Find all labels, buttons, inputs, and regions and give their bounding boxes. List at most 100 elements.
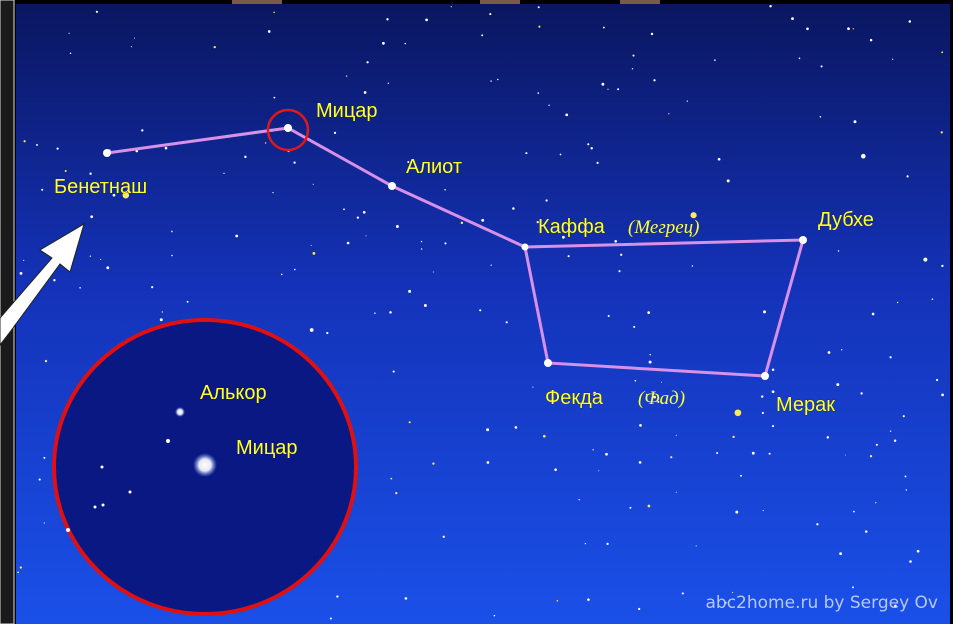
star (836, 383, 839, 386)
star-label: Фекда (545, 387, 604, 409)
star (235, 235, 238, 238)
star (861, 154, 866, 159)
star (326, 332, 328, 334)
star (336, 595, 338, 597)
star (272, 192, 273, 193)
star (598, 470, 599, 471)
star (696, 545, 697, 546)
top-block (620, 0, 660, 4)
star (525, 152, 527, 154)
star (443, 536, 445, 538)
star (395, 492, 397, 494)
star-label: Алиот (406, 156, 462, 178)
star (421, 248, 422, 249)
star (334, 132, 336, 134)
star (134, 38, 135, 39)
top-block (480, 0, 520, 4)
inset-label: Мицар (236, 437, 298, 459)
star-label: Мицар (316, 100, 378, 122)
star (17, 572, 19, 574)
star (735, 409, 742, 416)
star (175, 407, 185, 417)
star (53, 279, 55, 281)
star (100, 259, 101, 260)
star (543, 435, 546, 438)
star (129, 491, 132, 494)
star (772, 425, 774, 427)
star (546, 199, 548, 201)
star (687, 100, 688, 101)
star (79, 287, 81, 289)
star (752, 452, 755, 455)
star (294, 269, 296, 271)
star (388, 182, 396, 190)
star (607, 89, 608, 90)
star (614, 240, 617, 243)
star (330, 617, 332, 619)
star (629, 507, 631, 509)
star (388, 83, 389, 84)
star (393, 371, 395, 373)
star (532, 387, 533, 388)
star (870, 455, 872, 457)
star (386, 18, 388, 20)
star (906, 489, 907, 490)
star (761, 372, 769, 380)
star (151, 286, 153, 288)
star (799, 57, 801, 59)
star (365, 235, 366, 236)
star (554, 468, 557, 471)
star (903, 415, 905, 417)
star (548, 105, 549, 106)
star (23, 260, 24, 261)
star (537, 92, 539, 94)
star (740, 475, 742, 477)
star (23, 140, 25, 142)
star (366, 61, 368, 63)
star (424, 304, 427, 307)
inset-label: Алькор (200, 382, 267, 404)
star (845, 455, 846, 456)
star (620, 254, 622, 256)
top-block (232, 0, 282, 4)
star (907, 175, 909, 177)
star (870, 39, 873, 42)
star (606, 543, 608, 545)
star (820, 116, 822, 118)
star (494, 615, 496, 617)
star (69, 33, 70, 34)
star (101, 466, 104, 469)
star-alt-label: (Мегрец) (628, 217, 700, 238)
star (193, 453, 217, 477)
star (769, 5, 771, 7)
star (670, 456, 672, 458)
star (854, 120, 857, 123)
star (917, 550, 920, 553)
star (390, 478, 392, 480)
star (57, 148, 59, 150)
star (515, 426, 518, 429)
star-label: Каффа (538, 216, 606, 238)
star (43, 457, 45, 459)
star (590, 147, 592, 149)
star (909, 560, 912, 563)
star (312, 252, 315, 255)
star (487, 461, 490, 464)
star (639, 461, 642, 464)
star (425, 19, 428, 22)
star (20, 272, 23, 275)
star (941, 394, 944, 397)
star (714, 59, 716, 61)
star (763, 510, 764, 511)
star (875, 502, 876, 503)
star (639, 424, 642, 427)
star (761, 395, 763, 397)
star (638, 608, 640, 610)
star (941, 51, 943, 53)
star (162, 311, 163, 312)
star (632, 55, 634, 57)
star (587, 598, 590, 601)
star (605, 453, 608, 456)
star (557, 600, 559, 602)
star (821, 65, 823, 67)
